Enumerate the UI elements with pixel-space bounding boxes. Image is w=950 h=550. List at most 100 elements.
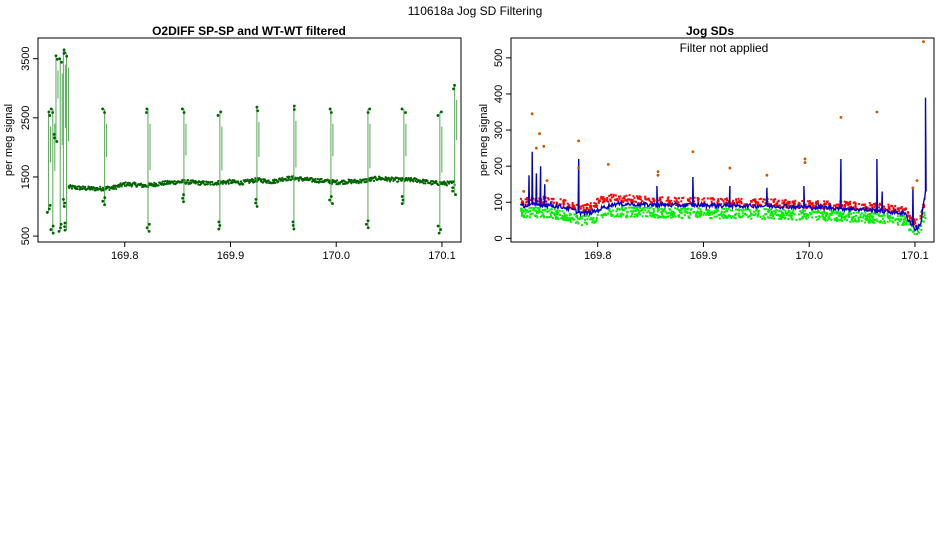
jog-sd-outlier-point [839, 116, 843, 119]
jog-sd-green-point [727, 214, 730, 217]
o2diff-point [305, 178, 308, 182]
jog-sd-red-point [758, 198, 761, 201]
jog-sd-red-point [562, 205, 565, 208]
jog-sd-red-point [868, 202, 871, 205]
jog-sd-red-point [675, 200, 678, 203]
jog-sd-green-point [649, 214, 652, 217]
jog-sd-green-point [713, 215, 716, 218]
jog-sd-red-point [590, 204, 593, 207]
o2diff-end-point [453, 83, 456, 87]
jog-sd-green-point [660, 216, 663, 219]
jog-sd-red-point [910, 218, 913, 221]
jog-sd-green-point [871, 221, 874, 224]
jog-sd-green-point [740, 208, 743, 211]
jog-sd-green-point [896, 215, 899, 218]
jog-sd-red-point [900, 207, 903, 210]
o2diff-point [250, 178, 254, 181]
o2diff-early-point [65, 54, 69, 58]
jog-sd-green-point [601, 214, 604, 217]
o2diff-point [286, 179, 289, 182]
jog-sd-green-point [791, 210, 794, 213]
jog-sd-green-point [669, 208, 672, 211]
jog-sd-green-point [543, 215, 546, 218]
jog-sd-green-point [596, 210, 599, 213]
jog-sd-red-point [787, 204, 790, 207]
o2diff-point [89, 187, 92, 190]
jog-sd-red-point [738, 199, 741, 202]
jog-sd-green-point [565, 216, 568, 219]
jog-sd-red-point [614, 194, 617, 197]
o2diff-point [260, 178, 264, 181]
jog-sd-red-point [733, 202, 736, 205]
jog-sd-green-point [554, 217, 557, 220]
jog-sd-green-point [757, 209, 760, 212]
o2diff-point [118, 185, 121, 188]
o2diff-jump-point [437, 231, 441, 235]
jog-sd-green-point [736, 208, 739, 211]
o2diff-jump-point [366, 111, 370, 114]
jog-sd-red-point [526, 200, 529, 203]
jog-sd-red-point [550, 200, 553, 203]
jog-sd-green-point [580, 215, 583, 218]
jog-sd-red-point [653, 199, 656, 202]
jog-sd-red-point [628, 194, 631, 197]
jog-sd-red-point [617, 195, 620, 198]
jog-sd-green-point [524, 209, 527, 212]
jog-sd-green-point [604, 214, 607, 217]
jog-sd-green-point [803, 209, 806, 212]
jog-sd-green-point [824, 213, 827, 216]
jog-sd-green-point [535, 214, 538, 217]
jog-sd-red-point [525, 201, 528, 204]
jog-sd-green-point [683, 207, 686, 210]
jog-sd-green-point [720, 212, 723, 215]
jog-sd-green-point [619, 213, 622, 216]
jog-sd-green-point [583, 221, 586, 224]
jog-sd-green-point [567, 218, 570, 221]
jog-sd-red-point [793, 204, 796, 207]
jog-sd-green-point [554, 214, 557, 217]
o2diff-point [128, 181, 132, 185]
jog-sd-green-point [783, 214, 786, 217]
jog-sd-green-point [634, 210, 637, 213]
jog-sd-green-point [709, 217, 712, 220]
o2diff-point [300, 176, 303, 179]
jog-sd-green-point [782, 216, 785, 219]
jog-sd-red-point [816, 202, 819, 205]
o2diff-point [161, 180, 164, 183]
jog-sd-green-point [901, 215, 904, 218]
jog-sd-red-point [743, 204, 746, 207]
jog-sd-red-point [913, 219, 916, 222]
o2diff-jump-point [255, 105, 259, 109]
jog-sd-red-point [808, 202, 811, 205]
jog-sd-green-point [923, 214, 926, 217]
jog-sd-red-point [638, 197, 641, 200]
jog-sd-red-point [712, 197, 715, 200]
jog-sd-green-point [537, 207, 540, 210]
jog-sd-green-point [639, 210, 642, 213]
o2diff-jump-point [329, 111, 333, 114]
jog-sd-red-point [878, 203, 881, 206]
o2diff-point [335, 179, 339, 182]
jog-sd-green-point [749, 210, 752, 213]
jog-sd-red-point [858, 202, 861, 205]
jog-sd-green-point [771, 211, 774, 214]
jog-sd-green-point [686, 207, 689, 210]
jog-sd-green-point [663, 209, 666, 212]
jog-sd-green-point [671, 214, 674, 217]
jog-sd-green-point [826, 213, 829, 216]
jog-sd-red-point [717, 198, 720, 201]
jog-sd-outlier-point [656, 173, 660, 177]
jog-sd-green-point [569, 213, 572, 216]
o2diff-early-point [58, 57, 61, 61]
jog-sd-outlier-point [542, 144, 546, 148]
jog-sd-red-point [650, 201, 653, 204]
jog-sd-green-point [873, 219, 876, 222]
o2diff-early-point [63, 228, 67, 232]
jog-sd-red-point [623, 199, 626, 202]
jog-sd-green-point [857, 220, 860, 223]
jog-sd-red-point [558, 203, 561, 206]
jog-sd-green-point [725, 207, 728, 210]
jog-sd-green-point [878, 215, 881, 218]
o2diff-jump-point [218, 224, 222, 227]
o2diff-jump-point [103, 196, 107, 200]
